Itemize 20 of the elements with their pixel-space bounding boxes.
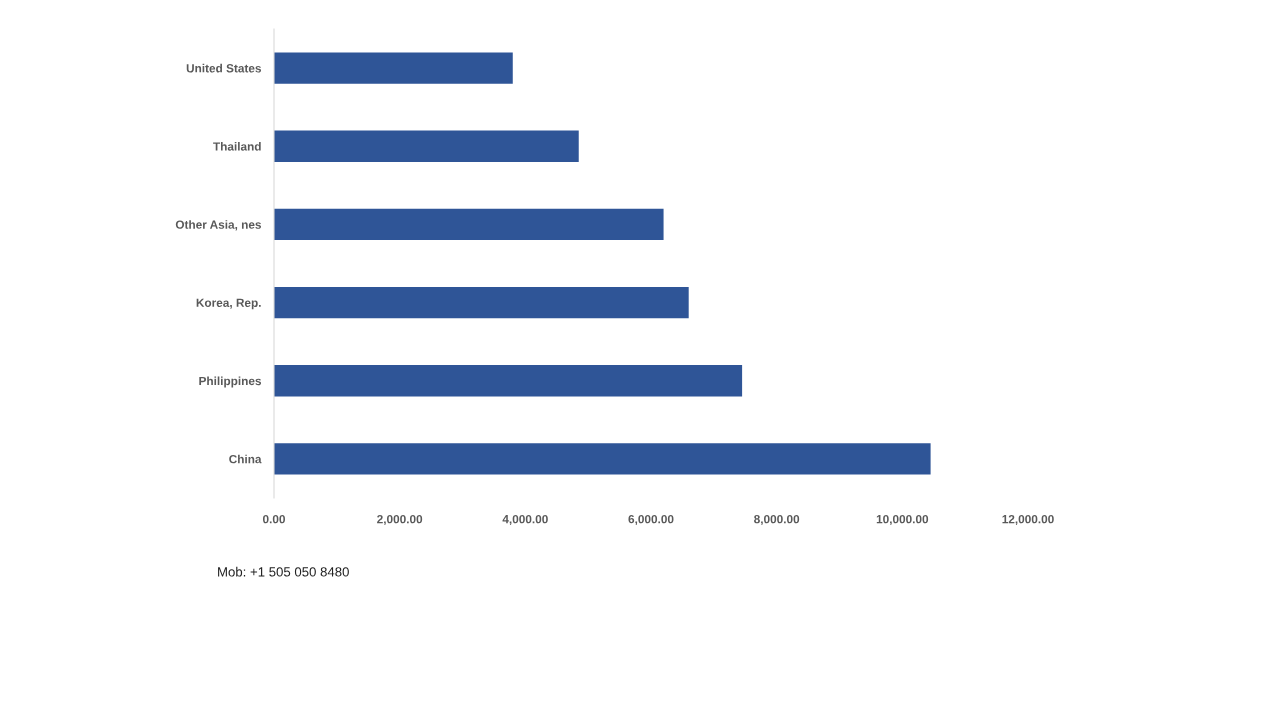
x-tick-label: 8,000.00 (754, 514, 800, 526)
bar (274, 52, 513, 84)
x-tick-label: 12,000.00 (1002, 514, 1054, 526)
x-tick-label: 6,000.00 (628, 514, 674, 526)
bar (274, 208, 664, 241)
y-tick-label: United States (186, 63, 262, 73)
bar (274, 286, 689, 319)
y-tick-label: Other Asia, nes (175, 220, 262, 231)
y-tick-label: Thailand (213, 141, 261, 151)
y-tick-label: China (229, 454, 262, 464)
bar (274, 443, 931, 475)
x-tick-label: 2,000.00 (377, 514, 423, 526)
bar (274, 365, 743, 397)
x-tick-label: 0.00 (262, 514, 286, 524)
x-tick-label: 10,000.00 (876, 514, 929, 526)
y-tick-label: Philippines (199, 376, 262, 388)
bar (274, 130, 579, 162)
text: Mob: +1 505 050 8480 (218, 566, 349, 577)
x-tick-label: 4,000.00 (502, 514, 548, 526)
y-tick-label: Korea, Rep. (196, 298, 261, 310)
